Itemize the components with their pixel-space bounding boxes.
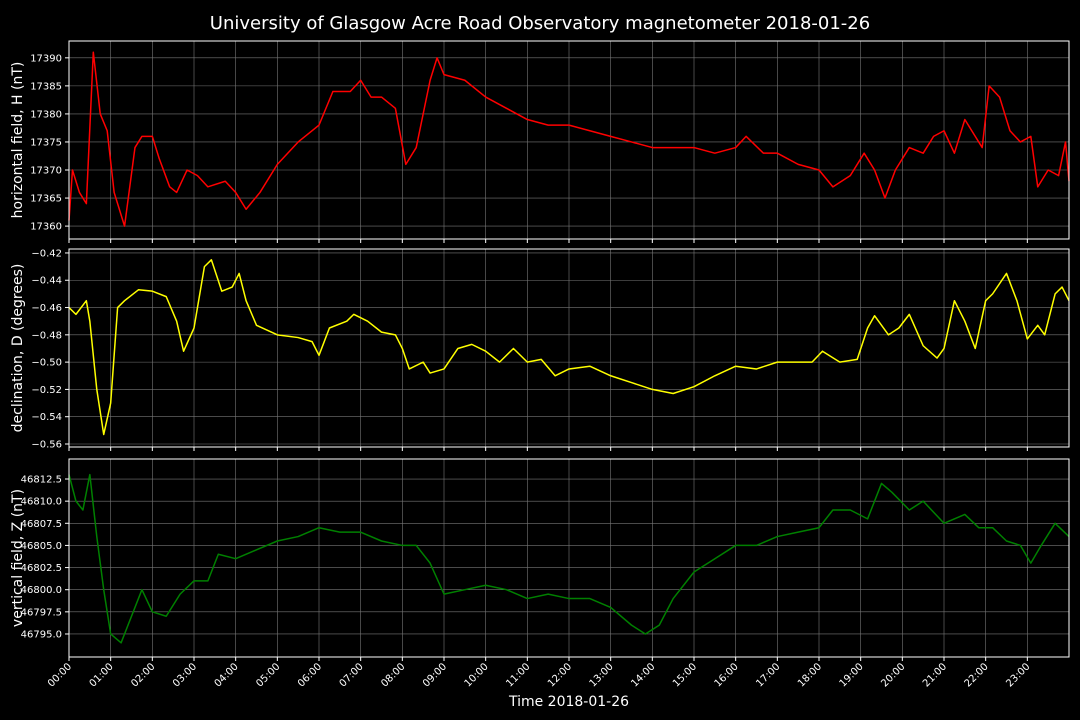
y-tick-label: 46805.0 [21,541,62,552]
y-tick-label: −0.48 [31,330,62,341]
chart-title: University of Glasgow Acre Road Observat… [210,13,870,34]
y-tick-label: 46810.0 [21,497,62,508]
plot-frame [68,40,1070,240]
y-tick-label: 17375 [30,137,62,148]
y-tick-label: 46800.0 [21,585,62,596]
y-tick-label: 46812.5 [21,475,62,486]
y-tick-label: −0.42 [31,248,62,259]
y-tick-label: 46807.5 [21,519,62,530]
y-tick-label: 17370 [30,166,62,177]
y-axis-label: horizontal field, H (nT) [10,62,26,219]
data-line [68,51,1070,227]
y-tick-label: −0.52 [31,385,62,396]
y-tick-label: 17365 [30,194,62,205]
y-tick-label: 46797.5 [21,607,62,618]
y-tick-label: −0.56 [31,439,62,450]
x-axis-label: Time 2018-01-26 [508,694,629,710]
data-line [68,473,1070,644]
y-tick-label: −0.50 [31,358,62,369]
y-tick-label: 17360 [30,222,62,233]
y-tick-label: 17380 [30,109,62,120]
y-axis-label: declination, D (degrees) [10,264,26,433]
y-tick-label: −0.44 [31,276,62,287]
data-line [68,259,1070,436]
y-tick-label: −0.46 [31,303,62,314]
plot-frame [68,248,1070,448]
y-tick-label: 46802.5 [21,563,62,574]
y-tick-label: 17385 [30,81,62,92]
y-tick-label: 17390 [30,53,62,64]
y-tick-label: −0.54 [31,412,62,423]
y-tick-label: 46795.0 [21,629,62,640]
y-axis-label: vertical field, Z (nT) [10,489,26,627]
plot-frame [68,458,1070,658]
